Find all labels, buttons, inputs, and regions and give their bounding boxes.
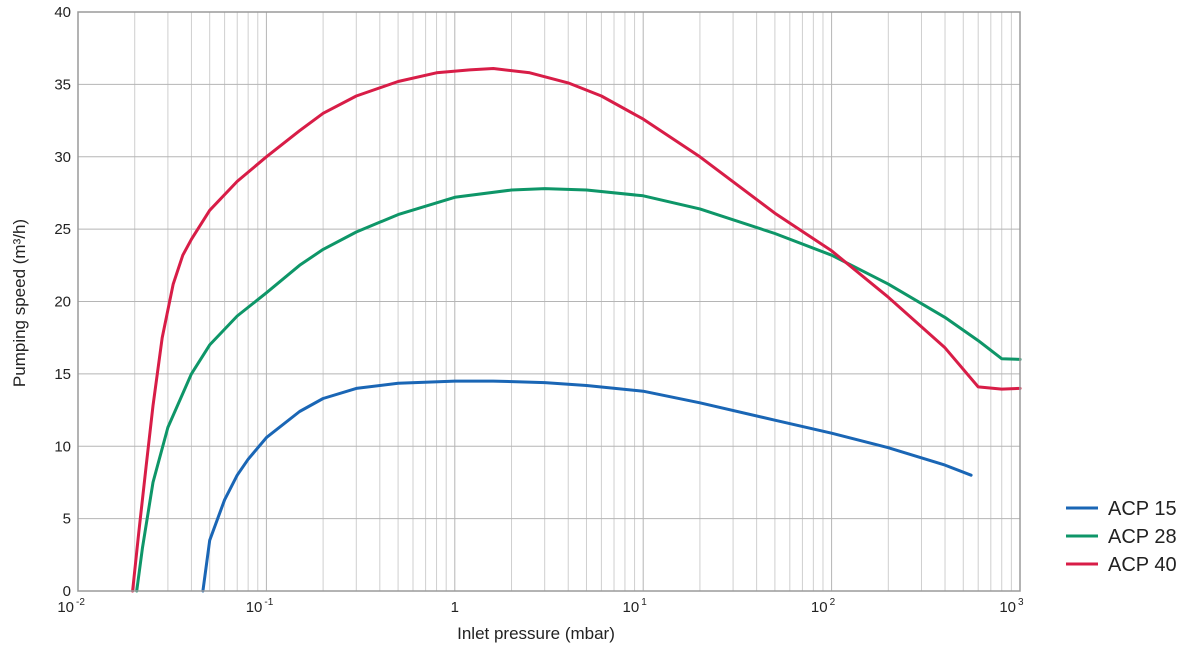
x-tick-base: 10: [57, 599, 74, 616]
plot-border: [77, 11, 1021, 592]
x-tick-base: 10: [811, 599, 828, 616]
y-tick-label: 0: [63, 583, 71, 600]
series-layer: [131, 67, 1022, 593]
y-tick-label: 5: [63, 511, 71, 528]
x-tick-exponent: 1: [641, 597, 647, 608]
x-tick-exponent: 3: [1018, 597, 1024, 608]
y-tick-label: 35: [54, 76, 71, 93]
legend-item-acp-15: ACP 15: [1066, 498, 1177, 520]
x-tick-base: 10: [246, 599, 263, 616]
plot-frame: [77, 11, 1021, 592]
y-axis-ticks: 0 5 10 15 20 25 30 35 40: [54, 4, 71, 600]
x-axis-title: Inlet pressure (mbar): [457, 624, 615, 643]
legend-label: ACP 28: [1108, 526, 1177, 548]
y-tick-label: 20: [54, 294, 71, 311]
series-line-acp-15: [201, 379, 973, 593]
legend-item-acp-40: ACP 40: [1066, 554, 1177, 576]
legend: ACP 15 ACP 28 ACP 40: [1066, 498, 1177, 576]
y-tick-label: 30: [54, 149, 71, 166]
x-tick-base: 10: [999, 599, 1016, 616]
y-tick-label: 40: [54, 4, 71, 21]
x-tick-label: 10 3: [999, 597, 1024, 616]
x-tick-base: 10: [623, 599, 640, 616]
series-line-acp-40: [131, 67, 1022, 593]
x-tick-label: 10 -1: [246, 597, 274, 616]
legend-label: ACP 15: [1108, 498, 1177, 520]
y-tick-label: 15: [54, 366, 71, 383]
grid-layer: [77, 11, 1020, 592]
legend-item-acp-28: ACP 28: [1066, 526, 1177, 548]
x-tick-exponent: 2: [830, 597, 836, 608]
y-tick-label: 10: [54, 438, 71, 455]
x-tick-label: 1: [451, 599, 459, 616]
legend-label: ACP 40: [1108, 554, 1177, 576]
x-tick-exponent: -2: [76, 597, 85, 608]
x-tick-label: 10 1: [623, 597, 648, 616]
x-tick-label: 10 2: [811, 597, 836, 616]
series-line-acp-28: [135, 187, 1022, 593]
y-tick-label: 25: [54, 221, 71, 238]
x-tick-base: 1: [451, 599, 459, 616]
x-tick-exponent: -1: [264, 597, 273, 608]
x-tick-label: 10 -2: [57, 597, 85, 616]
y-axis-title: Pumping speed (m³/h): [10, 219, 29, 387]
x-axis-ticks: 10 -2 10 -1 1 10 1 10 2 10 3: [57, 597, 1024, 616]
